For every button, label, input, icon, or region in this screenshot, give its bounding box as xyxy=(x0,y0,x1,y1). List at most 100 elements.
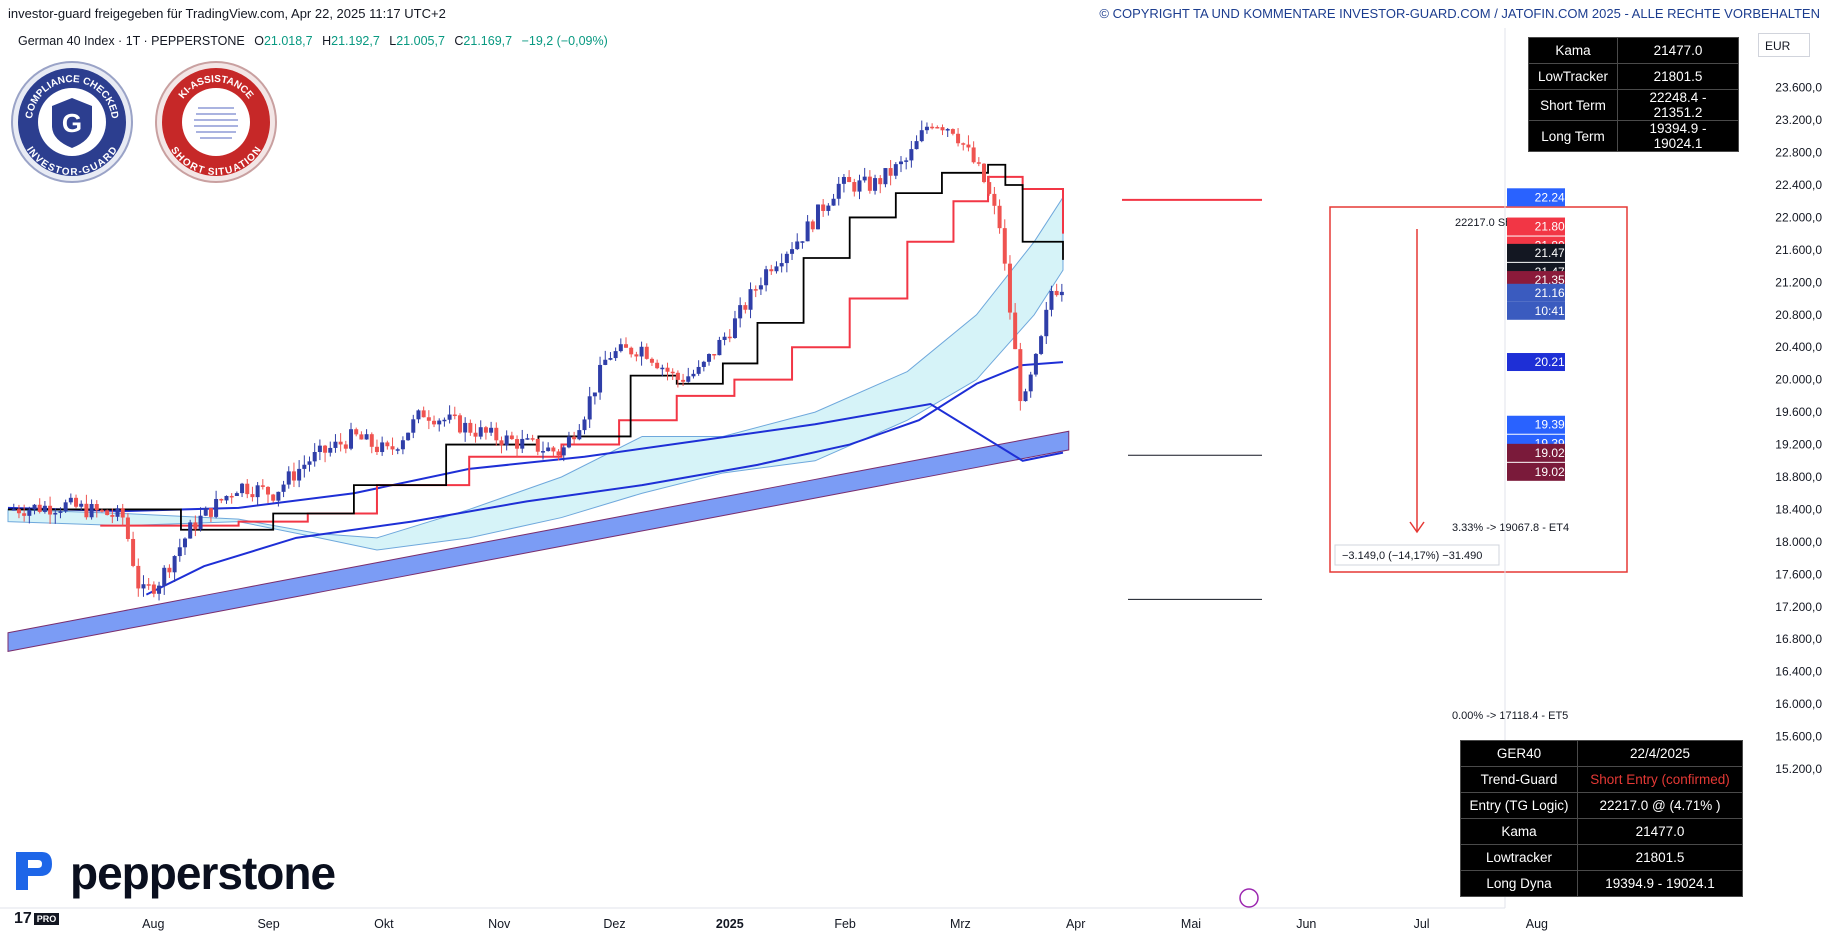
candle-body xyxy=(810,221,815,230)
symbol-label[interactable]: German 40 Index · 1T · PEPPERSTONE xyxy=(18,34,245,48)
price-tag xyxy=(1507,462,1565,481)
candle-body xyxy=(11,509,16,511)
tradingview-logo[interactable]: 17 PRO xyxy=(14,910,60,928)
close-value: 21.169,7 xyxy=(463,34,513,48)
candle-body xyxy=(717,339,722,356)
price-tag-label: 19.024,1 xyxy=(1535,446,1582,460)
x-tick-label: Sep xyxy=(257,917,279,931)
candle-body xyxy=(63,502,68,512)
candle-body xyxy=(520,438,525,449)
row-label: Long Dyna xyxy=(1460,870,1578,897)
candle-body xyxy=(1028,374,1033,392)
candle-body xyxy=(219,498,224,501)
candle-body xyxy=(883,168,888,185)
candle-body xyxy=(32,504,37,510)
candle-body xyxy=(499,440,504,446)
ohlc-legend[interactable]: German 40 Index · 1T · PEPPERSTONE O21.0… xyxy=(18,34,608,48)
y-tick-label: 22.800,0 xyxy=(1775,146,1822,160)
candle-body xyxy=(624,344,629,348)
x-tick-label: Feb xyxy=(834,917,856,931)
candle-body xyxy=(229,495,234,498)
candle-body xyxy=(867,176,872,191)
currency-selector[interactable]: EUR xyxy=(1758,33,1810,57)
x-tick-label: Okt xyxy=(374,917,394,931)
candle-body xyxy=(805,221,810,242)
candle-body xyxy=(790,249,795,254)
y-tick-label: 17.600,0 xyxy=(1775,567,1822,581)
candle-body xyxy=(535,438,540,452)
candle-body xyxy=(743,305,748,310)
row-value: 21477.0 xyxy=(1617,37,1739,64)
candle-body xyxy=(58,511,63,513)
candle-body xyxy=(696,366,701,374)
candle-body xyxy=(784,253,789,264)
candle-body xyxy=(286,471,291,485)
candle-body xyxy=(317,445,322,453)
measure-box xyxy=(1334,544,1500,566)
candle-body xyxy=(110,515,115,517)
row-value: 21801.5 xyxy=(1577,844,1743,871)
candle-body xyxy=(618,344,623,352)
candle-body xyxy=(302,464,307,469)
candle-body xyxy=(131,538,136,566)
y-tick-label: 16.800,0 xyxy=(1775,632,1822,646)
candle-body xyxy=(105,510,110,516)
candle-body xyxy=(323,445,328,453)
candle-body xyxy=(992,193,997,206)
price-chart[interactable]: 22217.0 Short Trigger3.33% -> 19067.8 - … xyxy=(0,28,1828,937)
candle-body xyxy=(826,205,831,211)
candle-body xyxy=(483,427,488,433)
x-tick-label: Aug xyxy=(1526,917,1548,931)
candle-body xyxy=(603,359,608,365)
candle-body xyxy=(432,420,437,425)
candle-body xyxy=(115,508,120,517)
high-key: H xyxy=(322,34,332,48)
candle-body xyxy=(42,505,47,512)
trend-guard-table: GER40 22/4/2025 Trend-Guard Short Entry (c… xyxy=(1460,740,1743,897)
price-tag-label: 21.351,2 xyxy=(1535,273,1582,287)
row-label: Lowtracker xyxy=(1460,844,1578,871)
candle-body xyxy=(639,346,644,357)
long-term-band xyxy=(7,430,1070,652)
candle-body xyxy=(795,241,800,250)
candle-body xyxy=(862,176,867,181)
candle-body xyxy=(437,420,442,425)
copyright-text: © COPYRIGHT TA UND KOMMENTARE INVESTOR-G… xyxy=(1099,6,1820,21)
row-label: GER40 xyxy=(1460,740,1578,767)
top-bar: investor-guard freigegeben für TradingVi… xyxy=(0,0,1828,28)
row-label: Kama xyxy=(1528,37,1618,64)
candle-body xyxy=(893,164,898,176)
price-tag xyxy=(1507,415,1565,434)
candle-body xyxy=(380,442,385,453)
candle-body xyxy=(504,435,509,446)
y-tick-label: 16.000,0 xyxy=(1775,697,1822,711)
candle-body xyxy=(151,584,156,594)
table-row: Long Dyna 19394.9 - 19024.1 xyxy=(1460,870,1743,897)
x-tick-label: Aug xyxy=(142,917,164,931)
candle-body xyxy=(888,168,893,176)
ki-assistance-badge: KI-ASSISTANCE SHORT SITUATION xyxy=(155,61,277,183)
y-tick-label: 18.000,0 xyxy=(1775,535,1822,549)
pepperstone-wordmark: pepperstone xyxy=(70,847,336,899)
candle-body xyxy=(852,182,857,192)
candle-body xyxy=(722,336,727,340)
badge-letter: G xyxy=(62,108,82,138)
candle-body xyxy=(16,509,21,514)
candle-body xyxy=(515,439,520,449)
candle-body xyxy=(982,163,987,183)
candle-body xyxy=(857,180,862,192)
candle-body xyxy=(686,376,691,382)
open-value: 21.018,7 xyxy=(263,34,313,48)
y-tick-label: 19.200,0 xyxy=(1775,438,1822,452)
candle-body xyxy=(873,178,878,191)
table-row: Kama 21477.0 xyxy=(1460,818,1743,845)
levels-table: Kama 21477.0 LowTracker 21801.5 Short Term… xyxy=(1528,37,1739,152)
y-tick-label: 22.000,0 xyxy=(1775,210,1822,224)
candle-body xyxy=(463,422,468,433)
x-tick-label: Mrz xyxy=(950,917,971,931)
candle-body xyxy=(577,430,582,440)
candle-body xyxy=(234,493,239,497)
candle-body xyxy=(914,141,919,150)
y-tick-label: 18.800,0 xyxy=(1775,470,1822,484)
candle-body xyxy=(260,485,265,487)
